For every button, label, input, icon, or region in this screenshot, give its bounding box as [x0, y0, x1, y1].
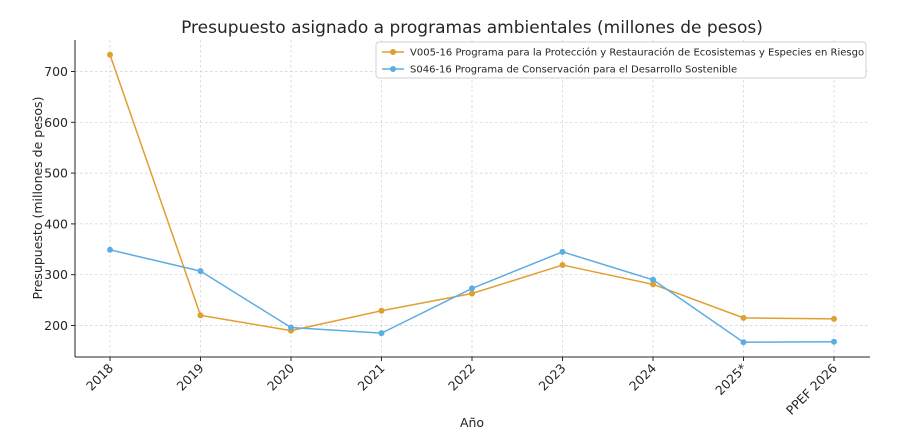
y-tick-label: 200: [44, 318, 68, 333]
x-tick-label: 2018: [83, 360, 116, 393]
x-tick-label: 2021: [355, 361, 388, 394]
legend-box: [375, 41, 867, 79]
data-point-series-2: [107, 246, 113, 253]
y-axis-ticks: 200 300 400 500 600 700: [44, 64, 75, 333]
x-tick-label: 2020: [264, 360, 297, 393]
data-point-series-1: [650, 281, 656, 288]
data-point-series-1: [378, 307, 385, 314]
y-tick-label: 600: [44, 115, 68, 130]
legend-marker-series-1: [390, 49, 396, 55]
x-tick-label: 2025*: [712, 361, 750, 399]
legend-label-series-1: V005-16 Programa para la Protección y Re…: [410, 47, 864, 59]
data-point-series-2: [559, 248, 566, 255]
y-axis-label: Presupuesto (millones de pesos): [30, 97, 45, 300]
legend: V005-16 Programa para la Protección y Re…: [375, 41, 867, 79]
y-tick-label: 500: [44, 166, 68, 181]
data-point-series-1: [740, 314, 747, 321]
y-tick-label: 700: [44, 64, 68, 79]
x-tick-label: 2024: [626, 360, 659, 393]
x-tick-label: 2019: [174, 360, 207, 393]
chart-title: Presupuesto asignado a programas ambient…: [181, 18, 763, 38]
grid: [75, 40, 870, 357]
data-point-series-2: [831, 338, 837, 345]
series-layer: [107, 51, 837, 346]
x-tick-label: 2022: [445, 361, 478, 394]
data-point-series-2: [378, 330, 385, 337]
data-point-series-2: [650, 276, 656, 283]
x-axis-label: Año: [460, 415, 484, 430]
data-point-series-2: [288, 324, 294, 331]
legend-marker-series-2: [390, 66, 396, 72]
data-point-series-2: [197, 268, 204, 275]
legend-label-series-2: S046-16 Programa de Conservación para el…: [410, 64, 737, 76]
data-point-series-1: [559, 262, 566, 269]
x-tick-label: 2023: [536, 361, 569, 394]
x-axis-ticks: 2018 2019 2020 2021 2022 2023 2024 2025* PPEF 20…: [83, 357, 840, 418]
data-point-series-2: [740, 339, 747, 346]
data-point-series-1: [107, 51, 113, 58]
y-tick-label: 400: [44, 216, 68, 231]
x-tick-label: PPEF 2026: [783, 360, 840, 417]
data-point-series-1: [469, 290, 475, 297]
data-point-series-1: [831, 315, 837, 322]
y-tick-label: 300: [44, 267, 68, 282]
data-point-series-2: [469, 285, 475, 292]
data-point-series-1: [197, 312, 204, 319]
